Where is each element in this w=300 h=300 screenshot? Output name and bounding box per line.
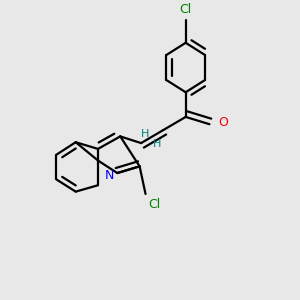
Text: H: H [153,139,162,149]
Text: Cl: Cl [148,198,160,211]
Text: O: O [218,116,228,129]
Text: H: H [141,129,149,140]
Text: N: N [104,169,114,182]
Text: Cl: Cl [179,3,192,16]
